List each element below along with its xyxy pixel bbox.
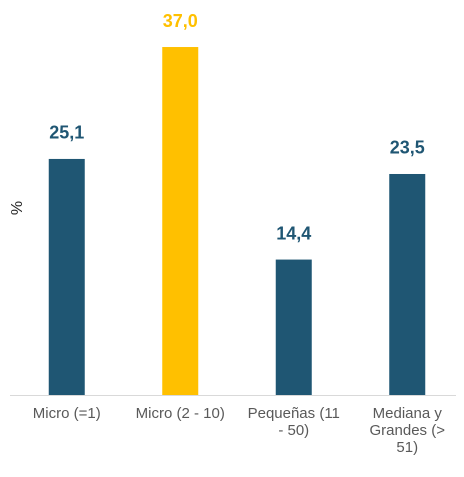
bar [48,158,85,395]
data-label: 25,1 [49,123,84,143]
data-label: 23,5 [390,138,425,158]
x-tick-label: Micro (2 - 10) [135,405,225,422]
x-tick-label: Mediana y Grandes (> 51) [369,405,445,456]
bar [389,173,426,395]
bar [275,259,312,395]
x-tick-label: Pequeñas (11 - 50) [247,405,340,439]
bar [162,47,199,396]
data-label: 14,4 [276,223,311,243]
data-label: 37,0 [163,11,198,31]
x-tick-label: Micro (=1) [32,405,101,422]
y-axis-label: % [9,201,26,215]
